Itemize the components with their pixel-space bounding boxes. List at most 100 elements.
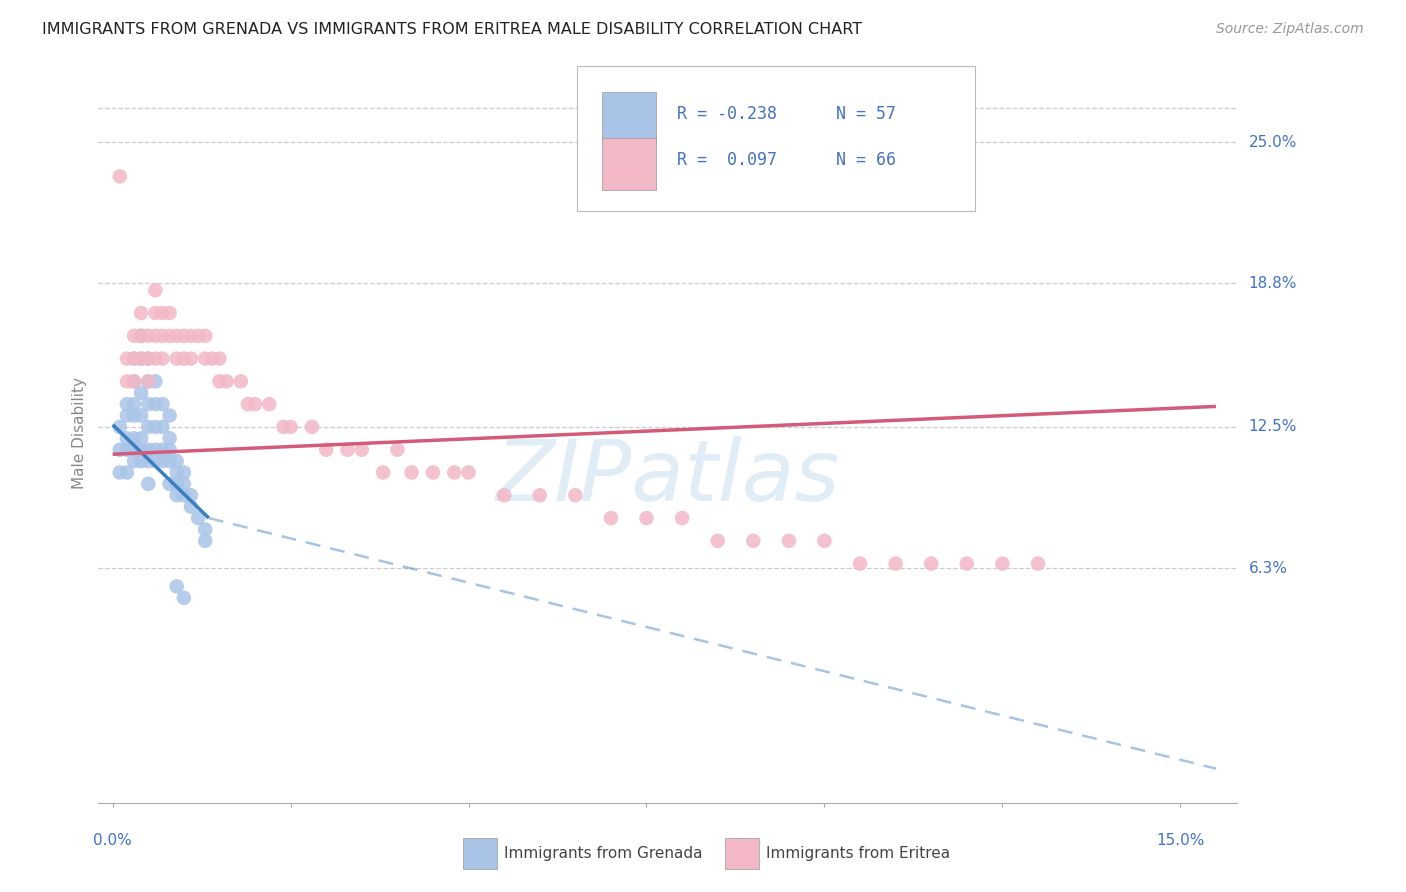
Text: R = -0.238: R = -0.238 <box>676 105 778 123</box>
Point <box>115 351 138 366</box>
Point <box>136 442 159 457</box>
Point <box>180 500 202 514</box>
Point <box>159 431 181 445</box>
Y-axis label: Male Disability: Male Disability <box>72 376 87 489</box>
Point <box>159 409 181 423</box>
Point <box>129 351 152 366</box>
Point <box>259 397 281 411</box>
Point <box>122 454 145 468</box>
Point <box>136 420 159 434</box>
Point <box>152 351 174 366</box>
Point <box>600 511 623 525</box>
Point <box>159 454 181 468</box>
Point <box>229 375 252 389</box>
Point <box>236 397 259 411</box>
Point <box>778 533 800 548</box>
Point <box>1026 557 1049 571</box>
Point <box>173 591 195 605</box>
Point <box>706 533 728 548</box>
Point <box>129 351 152 366</box>
Point <box>145 454 167 468</box>
Point <box>159 328 181 343</box>
Point <box>152 306 174 320</box>
Point <box>122 351 145 366</box>
Point <box>115 431 138 445</box>
Point <box>243 397 266 411</box>
Point <box>315 442 337 457</box>
Point <box>136 328 159 343</box>
Point <box>671 511 693 525</box>
Point <box>166 351 188 366</box>
Point <box>129 306 152 320</box>
Point <box>145 283 167 297</box>
Point <box>180 351 202 366</box>
FancyBboxPatch shape <box>602 138 657 190</box>
Point <box>115 466 138 480</box>
Point <box>387 442 409 457</box>
Point <box>122 328 145 343</box>
Point <box>166 476 188 491</box>
Point <box>152 454 174 468</box>
Point <box>136 351 159 366</box>
Point <box>173 476 195 491</box>
Point <box>636 511 658 525</box>
Point <box>173 351 195 366</box>
Point <box>122 397 145 411</box>
Point <box>136 397 159 411</box>
Point <box>145 420 167 434</box>
Point <box>180 488 202 502</box>
FancyBboxPatch shape <box>602 92 657 144</box>
Point <box>136 476 159 491</box>
Point <box>849 557 872 571</box>
Point <box>194 328 217 343</box>
Point <box>187 511 209 525</box>
Point <box>145 328 167 343</box>
FancyBboxPatch shape <box>725 838 759 870</box>
Point <box>166 488 188 502</box>
Point <box>152 442 174 457</box>
Text: 12.5%: 12.5% <box>1249 419 1296 434</box>
Point <box>529 488 551 502</box>
Point <box>145 397 167 411</box>
Point <box>371 466 394 480</box>
Text: Immigrants from Eritrea: Immigrants from Eritrea <box>766 847 950 862</box>
Point <box>920 557 942 571</box>
Point <box>145 306 167 320</box>
Point <box>159 306 181 320</box>
Point <box>129 385 152 400</box>
Point <box>129 442 152 457</box>
Point <box>159 442 181 457</box>
Text: 25.0%: 25.0% <box>1249 135 1296 150</box>
Point <box>115 397 138 411</box>
Point <box>187 328 209 343</box>
Point <box>136 454 159 468</box>
Point <box>129 409 152 423</box>
Point <box>884 557 907 571</box>
Point <box>208 351 231 366</box>
Point <box>301 420 323 434</box>
Point <box>136 375 159 389</box>
Point <box>129 454 152 468</box>
Text: 6.3%: 6.3% <box>1249 561 1288 575</box>
Point <box>194 351 217 366</box>
Point <box>401 466 423 480</box>
Point <box>136 351 159 366</box>
Point <box>159 476 181 491</box>
Point <box>173 466 195 480</box>
Text: Immigrants from Grenada: Immigrants from Grenada <box>503 847 703 862</box>
Text: R =  0.097: R = 0.097 <box>676 151 778 169</box>
Point <box>215 375 238 389</box>
Point <box>108 442 131 457</box>
Text: N = 57: N = 57 <box>837 105 897 123</box>
Text: Source: ZipAtlas.com: Source: ZipAtlas.com <box>1216 22 1364 37</box>
Point <box>108 169 131 184</box>
Point <box>194 523 217 537</box>
Point <box>122 375 145 389</box>
Point <box>145 442 167 457</box>
Point <box>115 442 138 457</box>
Point <box>956 557 979 571</box>
Point <box>813 533 835 548</box>
Point <box>122 431 145 445</box>
Point <box>122 409 145 423</box>
Point <box>122 442 145 457</box>
